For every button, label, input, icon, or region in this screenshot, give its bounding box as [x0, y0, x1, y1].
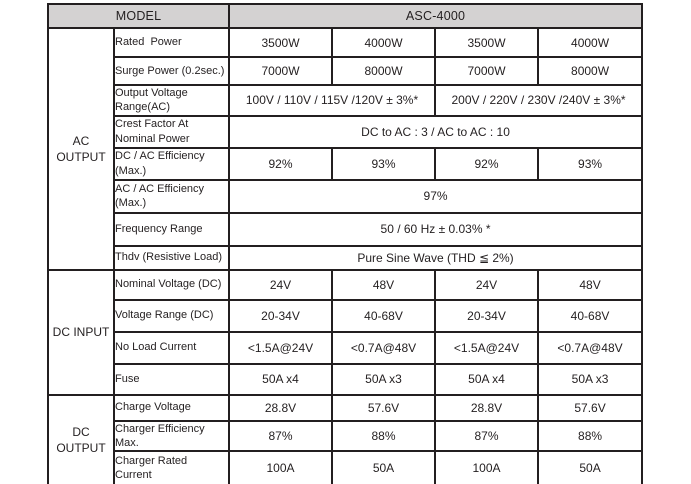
row-label-rated-power: Rated Power — [112, 27, 231, 58]
value-cell: 92% — [434, 146, 540, 181]
table-row-charger-rated-current: Charger Rated Current 100A 50A 100A 50A — [48, 450, 644, 484]
row-label-thdv: Thdv (Resistive Load) — [112, 244, 231, 271]
row-label-fuse: Fuse — [112, 362, 231, 396]
value-cell: 87% — [434, 419, 540, 453]
row-label-dc-ac-efficiency: DC / AC Efficiency (Max.) — [112, 146, 231, 181]
value-cell: 40-68V — [331, 298, 437, 333]
value-cell: 8000W — [331, 56, 437, 86]
value-cell: 88% — [331, 419, 437, 453]
row-label-no-load-current: No Load Current — [112, 330, 231, 365]
value-cell: 87% — [228, 419, 334, 453]
table-row-fuse: Fuse 50A x4 50A x3 50A x4 50A x3 — [48, 362, 644, 396]
value-cell: 50A x3 — [331, 362, 437, 396]
spec-table: MODEL ASC-4000 AC OUTPUT Rated Power 350… — [46, 3, 644, 484]
table-row-ac-ac-efficiency: AC / AC Efficiency (Max.) 97% — [48, 178, 644, 214]
value-cell: 50A x4 — [228, 362, 334, 396]
table-row-charge-voltage: DC OUTPUT Charge Voltage 28.8V 57.6V 28.… — [47, 393, 644, 484]
model-header-cell: MODEL — [46, 3, 231, 29]
value-cell: <0.7A@48V — [331, 330, 437, 365]
value-cell: 93% — [331, 146, 437, 181]
value-cell: 3500W — [228, 27, 334, 58]
row-label-surge-power: Surge Power (0.2sec.) — [112, 56, 231, 86]
value-cell: 57.6V — [537, 393, 644, 422]
value-cell: 50 / 60 Hz ± 0.03% * — [228, 211, 644, 247]
section-label-ac-output: AC OUTPUT — [47, 27, 115, 271]
row-label-charge-voltage: Charge Voltage — [112, 393, 231, 422]
row-label-voltage-range: Voltage Range (DC) — [112, 298, 231, 333]
value-cell: 92% — [228, 146, 334, 181]
section-label-dc-input: DC INPUT — [47, 268, 115, 396]
value-cell: 50A — [331, 450, 437, 484]
value-cell: 57.6V — [331, 393, 437, 422]
value-cell: 100V / 110V / 115V /120V ± 3%* — [228, 84, 437, 117]
value-cell: DC to AC : 3 / AC to AC : 10 — [228, 114, 644, 149]
table-row-rated-power: AC OUTPUT Rated Power 3500W 4000W 3500W … — [47, 27, 644, 271]
value-cell: 28.8V — [228, 393, 334, 422]
value-cell: 48V — [331, 268, 437, 301]
value-cell: <1.5A@24V — [434, 330, 540, 365]
table-row-no-load-current: No Load Current <1.5A@24V <0.7A@48V <1.5… — [48, 330, 644, 365]
value-cell: 48V — [537, 268, 644, 301]
table-row-surge-power: Surge Power (0.2sec.) 7000W 8000W 7000W … — [48, 56, 644, 86]
table-row-frequency-range: Frequency Range 50 / 60 Hz ± 0.03% * — [48, 211, 644, 247]
table-row-nominal-voltage: DC INPUT Nominal Voltage (DC) 24V 48V 24… — [47, 268, 644, 396]
value-cell: 93% — [537, 146, 644, 181]
row-label-frequency-range: Frequency Range — [112, 211, 231, 247]
value-cell: 7000W — [228, 56, 334, 86]
value-cell: 97% — [228, 178, 644, 214]
value-cell: 50A — [537, 450, 644, 484]
model-value-cell: ASC-4000 — [228, 3, 644, 29]
value-cell: 100A — [228, 450, 334, 484]
row-label-crest-factor: Crest Factor At Nominal Power — [112, 114, 231, 149]
value-cell: 24V — [228, 268, 334, 301]
value-cell: 200V / 220V / 230V /240V ± 3%* — [434, 84, 644, 117]
value-cell: 50A x3 — [537, 362, 644, 396]
value-cell: <0.7A@48V — [537, 330, 644, 365]
value-cell: 8000W — [537, 56, 644, 86]
value-cell: 4000W — [331, 27, 437, 58]
row-label-nominal-voltage: Nominal Voltage (DC) — [112, 268, 231, 301]
table-row-output-voltage-range: Output Voltage Range(AC) 100V / 110V / 1… — [48, 84, 644, 117]
row-label-ac-ac-efficiency: AC / AC Efficiency (Max.) — [112, 178, 231, 214]
value-cell: 3500W — [434, 27, 540, 58]
value-cell: 40-68V — [537, 298, 644, 333]
table-row-charger-efficiency: Charger Efficiency Max. 87% 88% 87% 88% — [48, 419, 644, 453]
table-row-voltage-range: Voltage Range (DC) 20-34V 40-68V 20-34V … — [48, 298, 644, 333]
row-label-output-voltage-range: Output Voltage Range(AC) — [112, 84, 231, 117]
row-label-charger-rated-current: Charger Rated Current — [112, 450, 231, 484]
value-cell: 88% — [537, 419, 644, 453]
value-cell: 20-34V — [228, 298, 334, 333]
table-header-row: MODEL ASC-4000 — [46, 3, 644, 29]
table-row-dc-ac-efficiency: DC / AC Efficiency (Max.) 92% 93% 92% 93… — [48, 146, 644, 181]
table-row-crest-factor: Crest Factor At Nominal Power DC to AC :… — [48, 114, 644, 149]
value-cell: 4000W — [537, 27, 644, 58]
value-cell: <1.5A@24V — [228, 330, 334, 365]
section-label-dc-output: DC OUTPUT — [47, 393, 115, 484]
table-row-thdv: Thdv (Resistive Load) Pure Sine Wave (TH… — [48, 244, 644, 271]
value-cell: 7000W — [434, 56, 540, 86]
value-cell: Pure Sine Wave (THD ≦ 2%) — [228, 244, 644, 271]
row-label-charger-efficiency: Charger Efficiency Max. — [112, 419, 231, 453]
value-cell: 20-34V — [434, 298, 540, 333]
value-cell: 100A — [434, 450, 540, 484]
value-cell: 50A x4 — [434, 362, 540, 396]
value-cell: 28.8V — [434, 393, 540, 422]
value-cell: 24V — [434, 268, 540, 301]
